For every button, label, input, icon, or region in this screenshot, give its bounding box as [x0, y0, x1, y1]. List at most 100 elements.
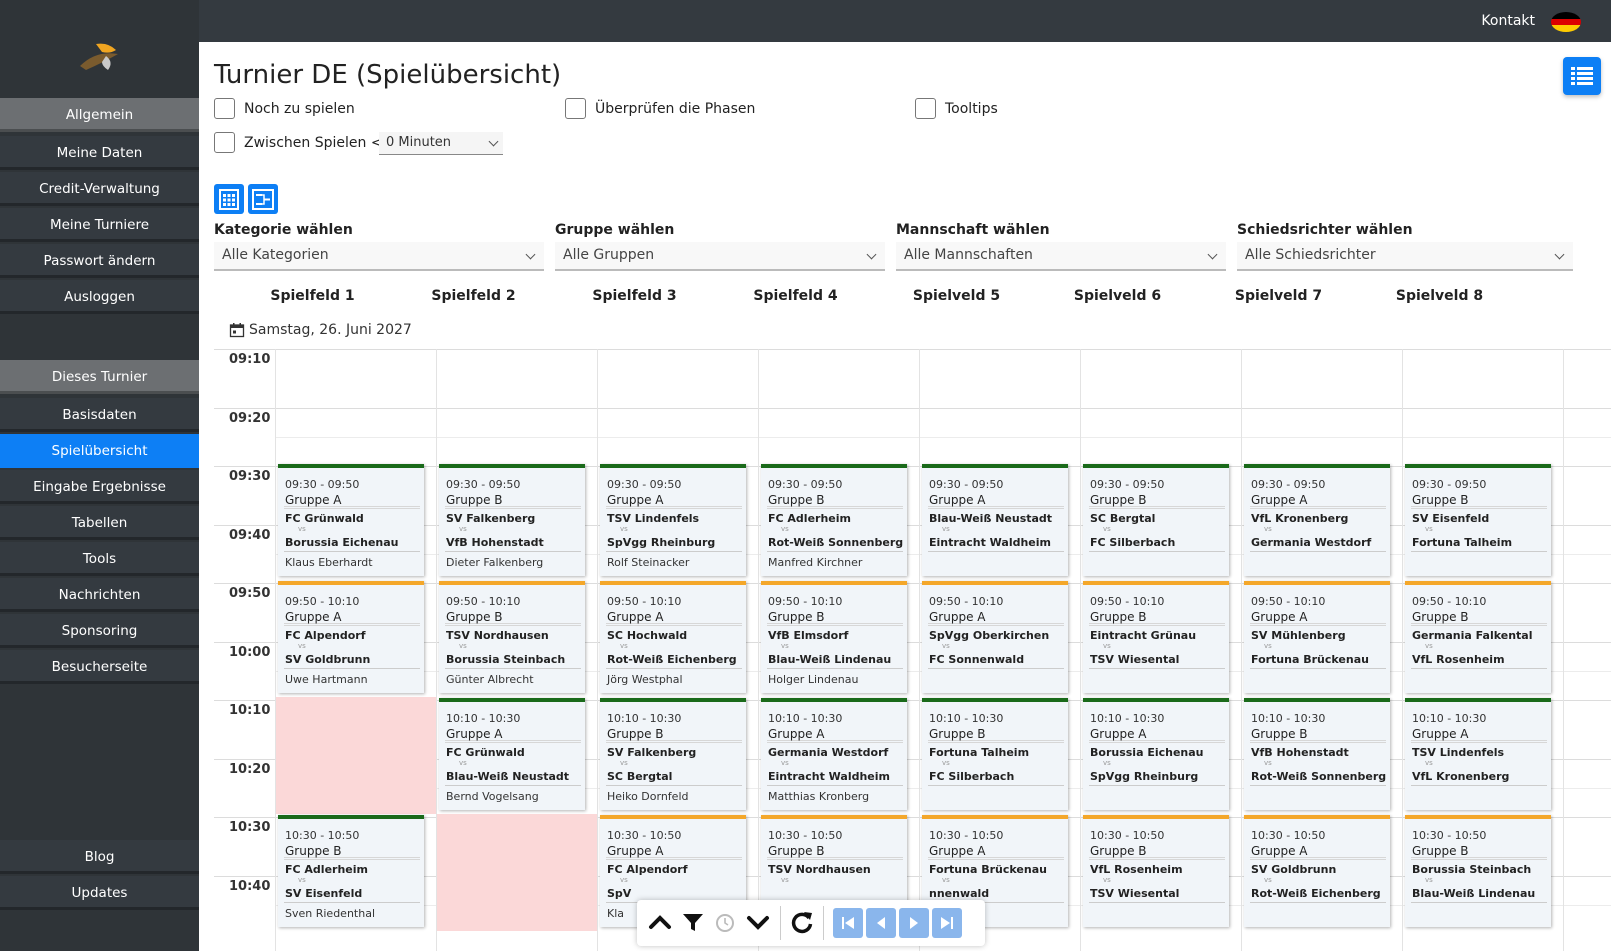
sidebar-item-passwort-ändern[interactable]: Passwort ändern [0, 244, 199, 278]
remaining-option: Noch zu spielen [214, 98, 355, 119]
away-team: Rot-Weiß Eichenberg [1251, 887, 1381, 900]
match-time: 09:50 - 10:10 [446, 595, 521, 608]
match-card[interactable]: 09:50 - 10:10 Gruppe B Eintracht Grünau vs T… [1083, 581, 1229, 693]
sidebar-item-nachrichten[interactable]: Nachrichten [0, 578, 199, 612]
vs-label: vs [1425, 642, 1433, 650]
vs-label: vs [781, 525, 789, 533]
match-card[interactable]: 10:10 - 10:30 Gruppe B SV Falkenberg vs SC B… [600, 698, 746, 810]
filter-icon[interactable] [678, 907, 708, 937]
match-divider [928, 625, 1064, 626]
category-select[interactable]: Alle Kategorien [214, 242, 544, 271]
vs-label: vs [620, 876, 628, 884]
tooltips-checkbox[interactable] [915, 98, 936, 119]
match-card[interactable]: 10:30 - 10:50 Gruppe A SV Goldbrunn vs Rot-W… [1244, 815, 1390, 927]
match-card[interactable]: 09:50 - 10:10 Gruppe A SC Hochwald vs Rot-We… [600, 581, 746, 693]
sidebar-item-basisdaten[interactable]: Basisdaten [0, 398, 199, 432]
match-card[interactable]: 09:50 - 10:10 Gruppe A FC Alpendorf vs SV Go… [278, 581, 424, 693]
match-card[interactable]: 10:10 - 10:30 Gruppe B VfB Hohenstadt vs Rot… [1244, 698, 1390, 810]
referee-name: Holger Lindenau [768, 673, 859, 686]
match-card[interactable]: 09:50 - 10:10 Gruppe B VfB Elmsdorf vs Blau-… [761, 581, 907, 693]
match-card[interactable]: 10:10 - 10:30 Gruppe A Borussia Eichenau vs… [1083, 698, 1229, 810]
sidebar-item-ausloggen[interactable]: Ausloggen [0, 280, 199, 314]
field-gridline [275, 349, 276, 951]
calendar-view-button[interactable] [214, 184, 244, 214]
match-card[interactable]: 09:30 - 09:50 Gruppe A TSV Lindenfels vs SpV… [600, 464, 746, 576]
match-card[interactable]: 10:10 - 10:30 Gruppe A TSV Lindenfels vs VfL… [1405, 698, 1551, 810]
previous-page-button[interactable] [866, 908, 896, 938]
page-title: Turnier DE (Spielübersicht) [214, 60, 562, 90]
match-card[interactable]: 09:50 - 10:10 Gruppe B Germania Falkental v… [1405, 581, 1551, 693]
german-flag-icon[interactable] [1551, 12, 1581, 32]
away-team: Borussia Steinbach [446, 653, 566, 666]
match-card[interactable]: 10:30 - 10:50 Gruppe B Borussia Steinbach v… [1405, 815, 1551, 927]
chevron-down-icon [525, 249, 536, 260]
contact-link[interactable]: Kontakt [1481, 13, 1535, 29]
match-divider [1250, 508, 1386, 509]
match-card[interactable]: 10:30 - 10:50 Gruppe A Fortuna Brückenau vs… [922, 815, 1068, 927]
match-card[interactable]: 10:10 - 10:30 Gruppe A FC Grünwald vs Blau-W… [439, 698, 585, 810]
away-team: TSV Wiesental [1090, 887, 1180, 900]
group-select[interactable]: Alle Gruppen [555, 242, 885, 271]
sidebar-item-besucherseite[interactable]: Besucherseite [0, 650, 199, 684]
match-card[interactable]: 10:30 - 10:50 Gruppe B FC Adlerheim vs SV Ei… [278, 815, 424, 927]
list-view-button[interactable] [1563, 57, 1601, 95]
remaining-checkbox[interactable] [214, 98, 235, 119]
vs-label: vs [942, 759, 950, 767]
team-select[interactable]: Alle Mannschaften [896, 242, 1226, 271]
match-time: 10:30 - 10:50 [285, 829, 360, 842]
match-card[interactable]: 10:10 - 10:30 Gruppe B Fortuna Talheim vs FC… [922, 698, 1068, 810]
check-phases-checkbox[interactable] [565, 98, 586, 119]
match-divider [928, 506, 1064, 507]
home-team: SV Eisenfeld [1412, 512, 1490, 525]
team-value: Alle Mannschaften [904, 247, 1033, 263]
match-card[interactable]: 09:30 - 09:50 Gruppe B FC Adlerheim vs Rot-W… [761, 464, 907, 576]
away-team: Eintracht Waldheim [768, 770, 890, 783]
away-team: SV Eisenfeld [285, 887, 363, 900]
sidebar-item-sponsoring[interactable]: Sponsoring [0, 614, 199, 648]
match-card[interactable]: 09:30 - 09:50 Gruppe A Blau-Weiß Neustadt v… [922, 464, 1068, 576]
chevron-down-icon[interactable] [743, 907, 773, 937]
chevron-up-icon[interactable] [645, 907, 675, 937]
away-team: FC Silberbach [929, 770, 1015, 783]
sidebar-item-updates[interactable]: Updates [0, 876, 199, 910]
sidebar-item-meine-daten[interactable]: Meine Daten [0, 136, 199, 170]
last-page-button[interactable] [932, 908, 962, 938]
toolbar-divider [823, 906, 824, 940]
time-gridline [214, 700, 1611, 701]
match-card[interactable]: 09:30 - 09:50 Gruppe B SC Bergtal vs FC Silb… [1083, 464, 1229, 576]
match-card[interactable]: 10:10 - 10:30 Gruppe A Germania Westdorf vs… [761, 698, 907, 810]
first-page-button[interactable] [833, 908, 863, 938]
match-group: Gruppe A [285, 493, 342, 507]
match-time: 09:30 - 09:50 [607, 478, 682, 491]
sidebar-item-eingabe-ergebnisse[interactable]: Eingabe Ergebnisse [0, 470, 199, 504]
between-checkbox[interactable] [214, 132, 235, 153]
match-divider [606, 506, 742, 507]
minutes-select[interactable]: 0 Minuten [379, 132, 503, 155]
match-card[interactable]: 10:30 - 10:50 Gruppe B VfL Rosenheim vs TSV … [1083, 815, 1229, 927]
match-card[interactable]: 09:30 - 09:50 Gruppe B SV Eisenfeld vs Fortu… [1405, 464, 1551, 576]
clock-icon[interactable] [710, 907, 740, 937]
match-card[interactable]: 09:30 - 09:50 Gruppe A FC Grünwald vs Boruss… [278, 464, 424, 576]
sidebar-item-credit-verwaltung[interactable]: Credit-Verwaltung [0, 172, 199, 206]
match-divider [284, 508, 420, 509]
bracket-view-button[interactable] [248, 184, 278, 214]
away-team: Rot-Weiß Eichenberg [607, 653, 737, 666]
match-card[interactable]: 09:50 - 10:10 Gruppe A SpVgg Oberkirchen vs… [922, 581, 1068, 693]
sidebar-item-tools[interactable]: Tools [0, 542, 199, 576]
match-card[interactable]: 09:30 - 09:50 Gruppe A VfL Kronenberg vs Ger… [1244, 464, 1390, 576]
sidebar-item-meine-turniere[interactable]: Meine Turniere [0, 208, 199, 242]
match-group: Gruppe B [1412, 610, 1469, 624]
match-divider [1089, 625, 1225, 626]
schedule-toolbar [637, 900, 985, 946]
match-divider [1411, 740, 1547, 741]
refresh-icon[interactable] [787, 907, 817, 937]
match-card[interactable]: 09:50 - 10:10 Gruppe A SV Mühlenberg vs Fort… [1244, 581, 1390, 693]
next-page-button[interactable] [899, 908, 929, 938]
match-card[interactable]: 09:30 - 09:50 Gruppe B SV Falkenberg vs VfB … [439, 464, 585, 576]
sidebar-item-blog[interactable]: Blog [0, 840, 199, 874]
sidebar-item-spielübersicht[interactable]: Spielübersicht [0, 434, 199, 468]
sidebar-item-tabellen[interactable]: Tabellen [0, 506, 199, 540]
match-card[interactable]: 09:50 - 10:10 Gruppe B TSV Nordhausen vs Bor… [439, 581, 585, 693]
referee-select[interactable]: Alle Schiedsrichter [1237, 242, 1573, 271]
field-header: Spielfeld 1 [270, 288, 355, 304]
